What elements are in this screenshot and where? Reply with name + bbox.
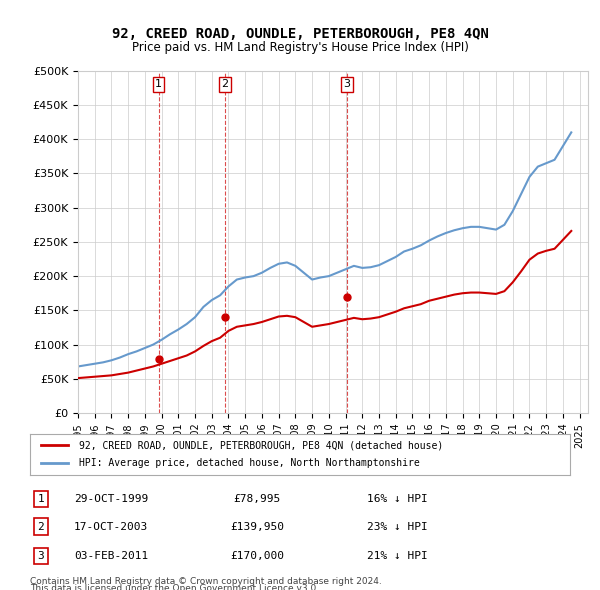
Text: 21% ↓ HPI: 21% ↓ HPI	[367, 551, 428, 561]
Text: 29-OCT-1999: 29-OCT-1999	[74, 494, 148, 504]
Text: 92, CREED ROAD, OUNDLE, PETERBOROUGH, PE8 4QN (detached house): 92, CREED ROAD, OUNDLE, PETERBOROUGH, PE…	[79, 440, 443, 450]
Text: 2: 2	[221, 80, 229, 90]
Text: HPI: Average price, detached house, North Northamptonshire: HPI: Average price, detached house, Nort…	[79, 458, 419, 468]
Text: 23% ↓ HPI: 23% ↓ HPI	[367, 522, 428, 532]
Text: Price paid vs. HM Land Registry's House Price Index (HPI): Price paid vs. HM Land Registry's House …	[131, 41, 469, 54]
Text: This data is licensed under the Open Government Licence v3.0.: This data is licensed under the Open Gov…	[30, 584, 319, 590]
Text: £139,950: £139,950	[230, 522, 284, 532]
Text: 92, CREED ROAD, OUNDLE, PETERBOROUGH, PE8 4QN: 92, CREED ROAD, OUNDLE, PETERBOROUGH, PE…	[112, 27, 488, 41]
Text: 03-FEB-2011: 03-FEB-2011	[74, 551, 148, 561]
Text: Contains HM Land Registry data © Crown copyright and database right 2024.: Contains HM Land Registry data © Crown c…	[30, 577, 382, 586]
Text: 3: 3	[37, 551, 44, 561]
Text: £170,000: £170,000	[230, 551, 284, 561]
Text: £78,995: £78,995	[233, 494, 280, 504]
Text: 3: 3	[344, 80, 350, 90]
Text: 16% ↓ HPI: 16% ↓ HPI	[367, 494, 428, 504]
Text: 1: 1	[155, 80, 162, 90]
Text: 1: 1	[37, 494, 44, 504]
Text: 17-OCT-2003: 17-OCT-2003	[74, 522, 148, 532]
Text: 2: 2	[37, 522, 44, 532]
